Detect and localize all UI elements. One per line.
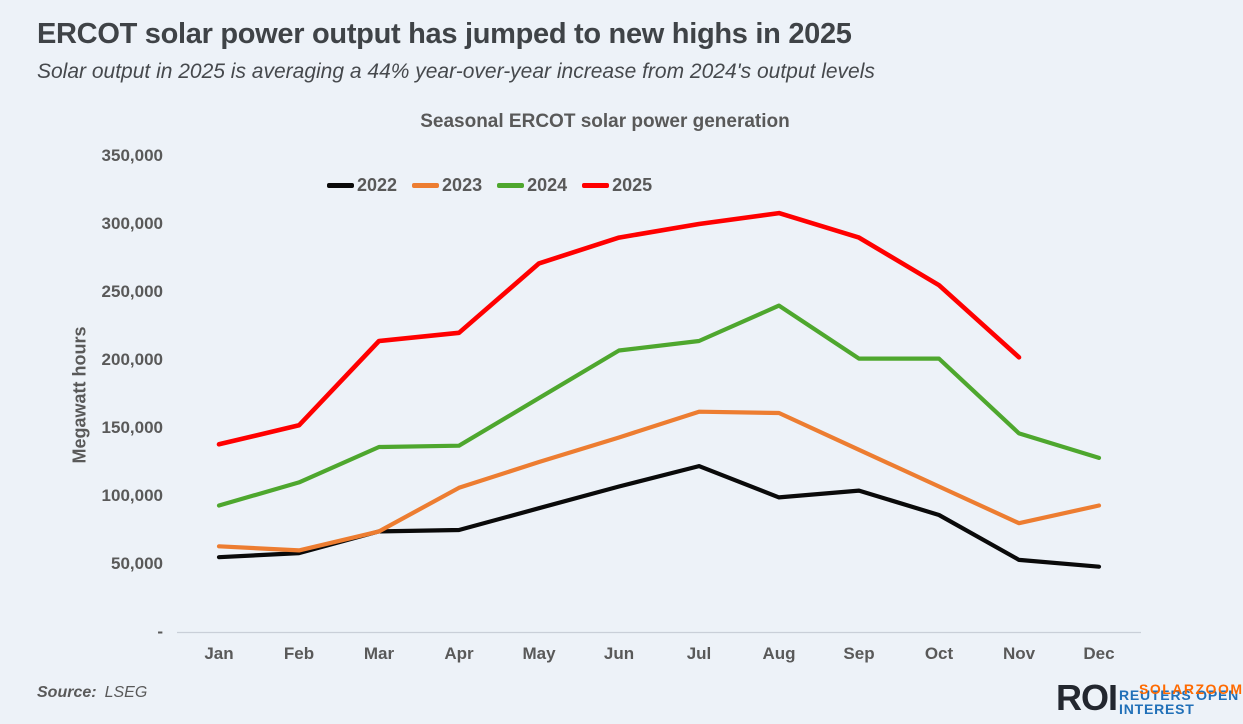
interest-text: INTEREST <box>1119 701 1195 717</box>
x-tick-label-jun: Jun <box>603 644 635 663</box>
legend-label-2024: 2024 <box>527 175 568 195</box>
source-note: Source: LSEG <box>37 684 147 702</box>
page-subtitle: Solar output in 2025 is averaging a 44% … <box>37 60 875 83</box>
solarzoom-watermark: SOLARZOOM <box>1139 681 1243 697</box>
y-tick-label: 50,000 <box>111 554 163 573</box>
x-tick-label-feb: Feb <box>283 644 315 663</box>
page-title: ERCOT solar power output has jumped to n… <box>37 18 852 50</box>
y-tick-label: - <box>157 622 163 641</box>
x-tick-label-jan: Jan <box>204 644 234 663</box>
x-tick-label-jul: Jul <box>686 644 712 663</box>
source-label: Source: <box>37 684 97 701</box>
x-tick-label-sep: Sep <box>843 644 875 663</box>
x-tick-label-apr: Apr <box>444 644 474 663</box>
legend-swatch-2023 <box>412 183 440 188</box>
y-tick-label: 250,000 <box>101 282 163 301</box>
legend-swatch-2022 <box>327 183 354 188</box>
legend-label-2023: 2023 <box>442 175 483 195</box>
x-tick-label-oct: Oct <box>924 644 954 663</box>
legend-item-2025: 2025 <box>582 175 652 196</box>
legend-swatch-2024 <box>497 183 525 188</box>
x-tick-label-may: May <box>522 644 556 663</box>
y-tick-label: 100,000 <box>101 486 163 505</box>
roi-logo: ROI <box>1056 677 1118 718</box>
y-tick-label: 150,000 <box>101 418 163 437</box>
legend-item-2024: 2024 <box>497 175 567 196</box>
legend-swatch-2025 <box>582 183 610 188</box>
y-tick-label: 300,000 <box>101 214 163 233</box>
reuters-open-text: REUTERS OPEN <box>1119 687 1240 703</box>
y-tick-label: 200,000 <box>101 350 163 369</box>
series-line-2022 <box>216 464 1102 569</box>
y-tick-label: 350,000 <box>101 146 163 165</box>
legend-label-2022: 2022 <box>357 175 398 195</box>
series-line-2024 <box>216 303 1102 508</box>
legend-item-2022: 2022 <box>327 175 397 196</box>
x-tick-label-dec: Dec <box>1083 644 1115 663</box>
legend-item-2023: 2023 <box>412 175 482 196</box>
x-tick-label-mar: Mar <box>363 644 395 663</box>
series-line-2025 <box>216 210 1022 447</box>
chart-title: Seasonal ERCOT solar power generation <box>420 111 790 132</box>
x-tick-label-aug: Aug <box>762 644 796 663</box>
y-axis-title: Megawatt hours <box>69 326 90 464</box>
source-value: LSEG <box>104 684 148 701</box>
legend-label-2025: 2025 <box>612 175 653 195</box>
series-line-2023 <box>216 409 1102 553</box>
x-tick-label-nov: Nov <box>1002 644 1036 663</box>
chart-legend: 2022 2023 2024 2025 <box>327 175 652 196</box>
